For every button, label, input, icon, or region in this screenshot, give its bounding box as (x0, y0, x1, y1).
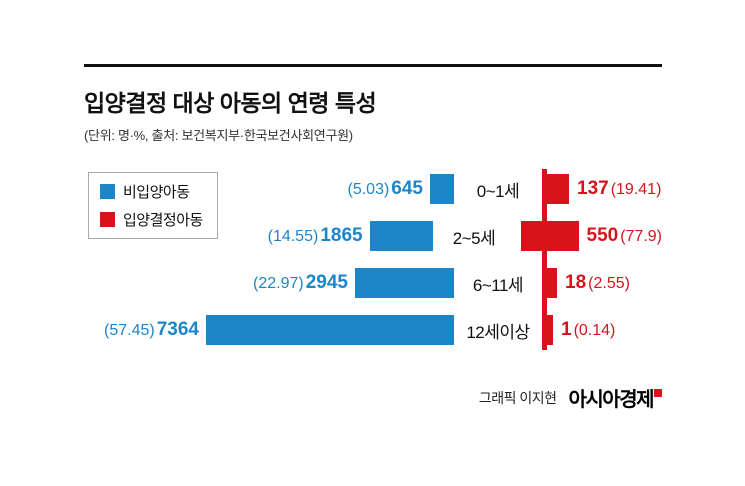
left-value: 2945 (305, 272, 348, 293)
category-label: 2~5세 (452, 228, 496, 248)
blue-bar (355, 268, 454, 298)
right-percent: (0.14) (573, 322, 616, 339)
left-value-label: (22.97) 2945 (253, 272, 348, 294)
legend-item-adoption-decided: 입양결정아동 (100, 209, 203, 230)
right-percent: (77.9) (620, 228, 662, 245)
left-bar-zone: (5.03) 645 (84, 174, 454, 204)
right-percent: (2.55) (588, 275, 630, 292)
left-value-label: (57.45) 7364 (104, 319, 199, 341)
right-bar-zone: 137 (19.41) (542, 174, 662, 204)
red-bar (547, 315, 553, 345)
category-label: 6~11세 (472, 275, 524, 295)
right-value-label: 1 (0.14) (561, 319, 615, 341)
chart-title: 입양결정 대상 아동의 연령 특성 (84, 90, 377, 116)
right-bar-zone: 550 (77.9) (516, 221, 663, 251)
category-label: 0~1세 (476, 181, 520, 201)
left-value-label: (14.55) 1865 (268, 225, 363, 247)
left-value: 645 (391, 178, 423, 199)
red-bar (547, 174, 569, 204)
category-label: 12세이상 (466, 322, 530, 342)
credit-text: 그래픽 이지현 (478, 389, 557, 406)
chart-area: (5.03) 645 0~1세 137 (19.41) (14.55) 1865 2~… (84, 169, 662, 350)
blue-bar (369, 221, 433, 251)
infographic: 입양결정 대상 아동의 연령 특성 (단위: 명·%, 출처: 보건복지부·한국… (84, 0, 662, 412)
right-percent: (19.41) (610, 181, 662, 198)
right-value: 18 (565, 272, 587, 293)
right-value-label: 550 (77.9) (587, 225, 663, 247)
chart-row: (14.55) 1865 2~5세 550 (77.9) (84, 221, 662, 251)
legend-item-non-adopted: 비입양아동 (100, 181, 203, 202)
right-value: 137 (577, 178, 609, 199)
left-value: 7364 (156, 319, 199, 340)
red-axis-line (542, 169, 547, 350)
right-bar-zone: 18 (2.55) (542, 268, 662, 298)
left-percent: (22.97) (253, 275, 304, 292)
right-bar-zone: 1 (0.14) (542, 315, 662, 345)
blue-bar (430, 174, 454, 204)
left-bar-zone: (22.97) 2945 (84, 268, 454, 298)
red-swatch-icon (100, 212, 115, 227)
left-percent: (14.55) (267, 228, 319, 245)
chart-rows: (5.03) 645 0~1세 137 (19.41) (14.55) 1865 2~… (84, 169, 662, 350)
top-rule (84, 64, 662, 67)
legend-label: 비입양아동 (123, 184, 190, 201)
blue-bar (206, 315, 454, 345)
red-bar (520, 221, 579, 251)
credit-line: 그래픽 이지현 아시아경제 (84, 383, 662, 412)
chart-row: (5.03) 645 0~1세 137 (19.41) (84, 174, 662, 204)
left-bar-zone: (14.55) 1865 (84, 221, 433, 251)
legend-label: 입양결정아동 (123, 212, 203, 229)
brand-logo: 아시아경제 (568, 383, 662, 412)
red-bar (547, 268, 557, 298)
left-value-label: (5.03) 645 (348, 178, 424, 200)
left-percent: (5.03) (347, 181, 390, 198)
right-value-label: 137 (19.41) (577, 178, 661, 200)
chart-subtitle: (단위: 명·%, 출처: 보건복지부·한국보건사회연구원) (84, 128, 353, 143)
brand-mark-icon (654, 389, 662, 397)
chart-row: (57.45) 7364 12세이상 1 (0.14) (84, 315, 662, 345)
chart-row: (22.97) 2945 6~11세 18 (2.55) (84, 268, 662, 298)
brand-name: 아시아경제 (568, 389, 655, 411)
right-value-label: 18 (2.55) (565, 272, 630, 294)
blue-swatch-icon (100, 184, 115, 199)
right-value: 550 (586, 225, 619, 246)
legend: 비입양아동 입양결정아동 (88, 172, 218, 239)
left-value: 1865 (320, 225, 363, 246)
left-percent: (57.45) (104, 322, 155, 339)
left-bar-zone: (57.45) 7364 (84, 315, 454, 345)
right-value: 1 (561, 319, 572, 340)
